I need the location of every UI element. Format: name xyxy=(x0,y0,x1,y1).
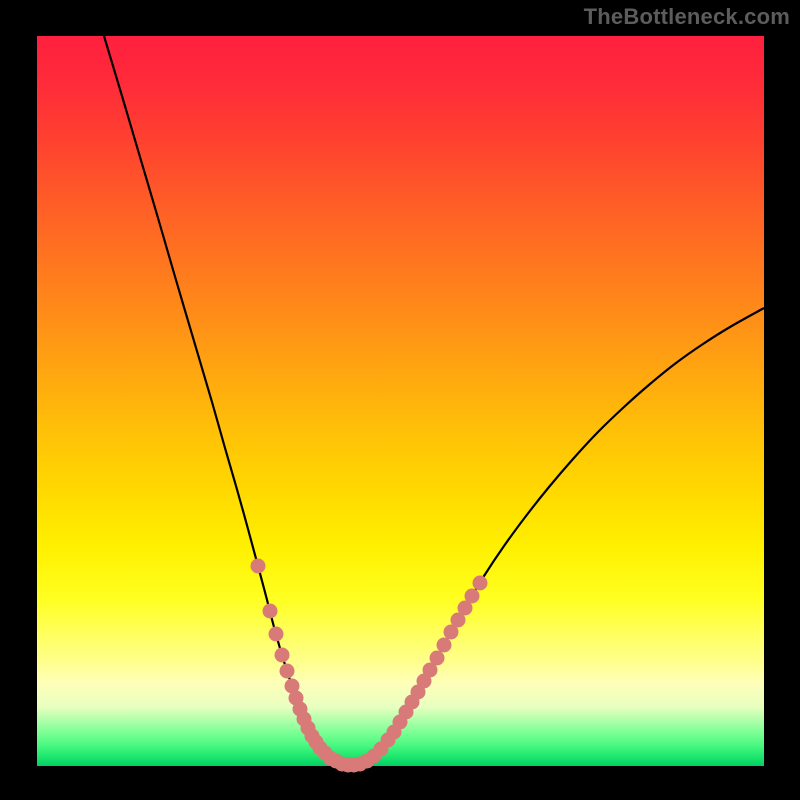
watermark-label: TheBottleneck.com xyxy=(584,4,790,30)
data-bead xyxy=(269,627,284,642)
bottleneck-chart xyxy=(0,0,800,800)
data-bead xyxy=(430,651,445,666)
data-bead xyxy=(473,576,488,591)
data-bead xyxy=(275,648,290,663)
data-bead xyxy=(251,559,266,574)
data-bead xyxy=(437,638,452,653)
data-bead xyxy=(263,604,278,619)
data-bead xyxy=(465,589,480,604)
chart-stage: TheBottleneck.com xyxy=(0,0,800,800)
plot-background xyxy=(37,36,764,766)
data-bead xyxy=(280,664,295,679)
